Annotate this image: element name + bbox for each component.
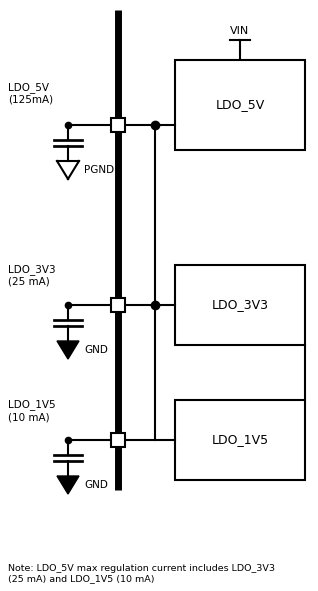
Bar xyxy=(175,60,305,150)
Text: VIN: VIN xyxy=(230,26,250,36)
Bar xyxy=(175,400,305,480)
Bar xyxy=(111,118,125,132)
Text: LDO_3V3
(25 mA): LDO_3V3 (25 mA) xyxy=(8,265,56,287)
Bar xyxy=(175,265,305,345)
Text: LDO_3V3: LDO_3V3 xyxy=(211,298,268,311)
Text: LDO_1V5
(10 mA): LDO_1V5 (10 mA) xyxy=(8,400,56,422)
Text: PGND: PGND xyxy=(84,165,114,175)
Text: GND: GND xyxy=(84,345,108,355)
Polygon shape xyxy=(57,341,79,359)
Text: Note: LDO_5V max regulation current includes LDO_3V3
(25 mA) and LDO_1V5 (10 mA): Note: LDO_5V max regulation current incl… xyxy=(8,564,275,583)
Bar xyxy=(111,433,125,447)
Polygon shape xyxy=(57,476,79,494)
Text: GND: GND xyxy=(84,480,108,490)
Text: LDO_5V
(125mA): LDO_5V (125mA) xyxy=(8,83,53,105)
Text: LDO_1V5: LDO_1V5 xyxy=(211,434,269,446)
Bar xyxy=(111,298,125,312)
Text: LDO_5V: LDO_5V xyxy=(215,99,265,112)
